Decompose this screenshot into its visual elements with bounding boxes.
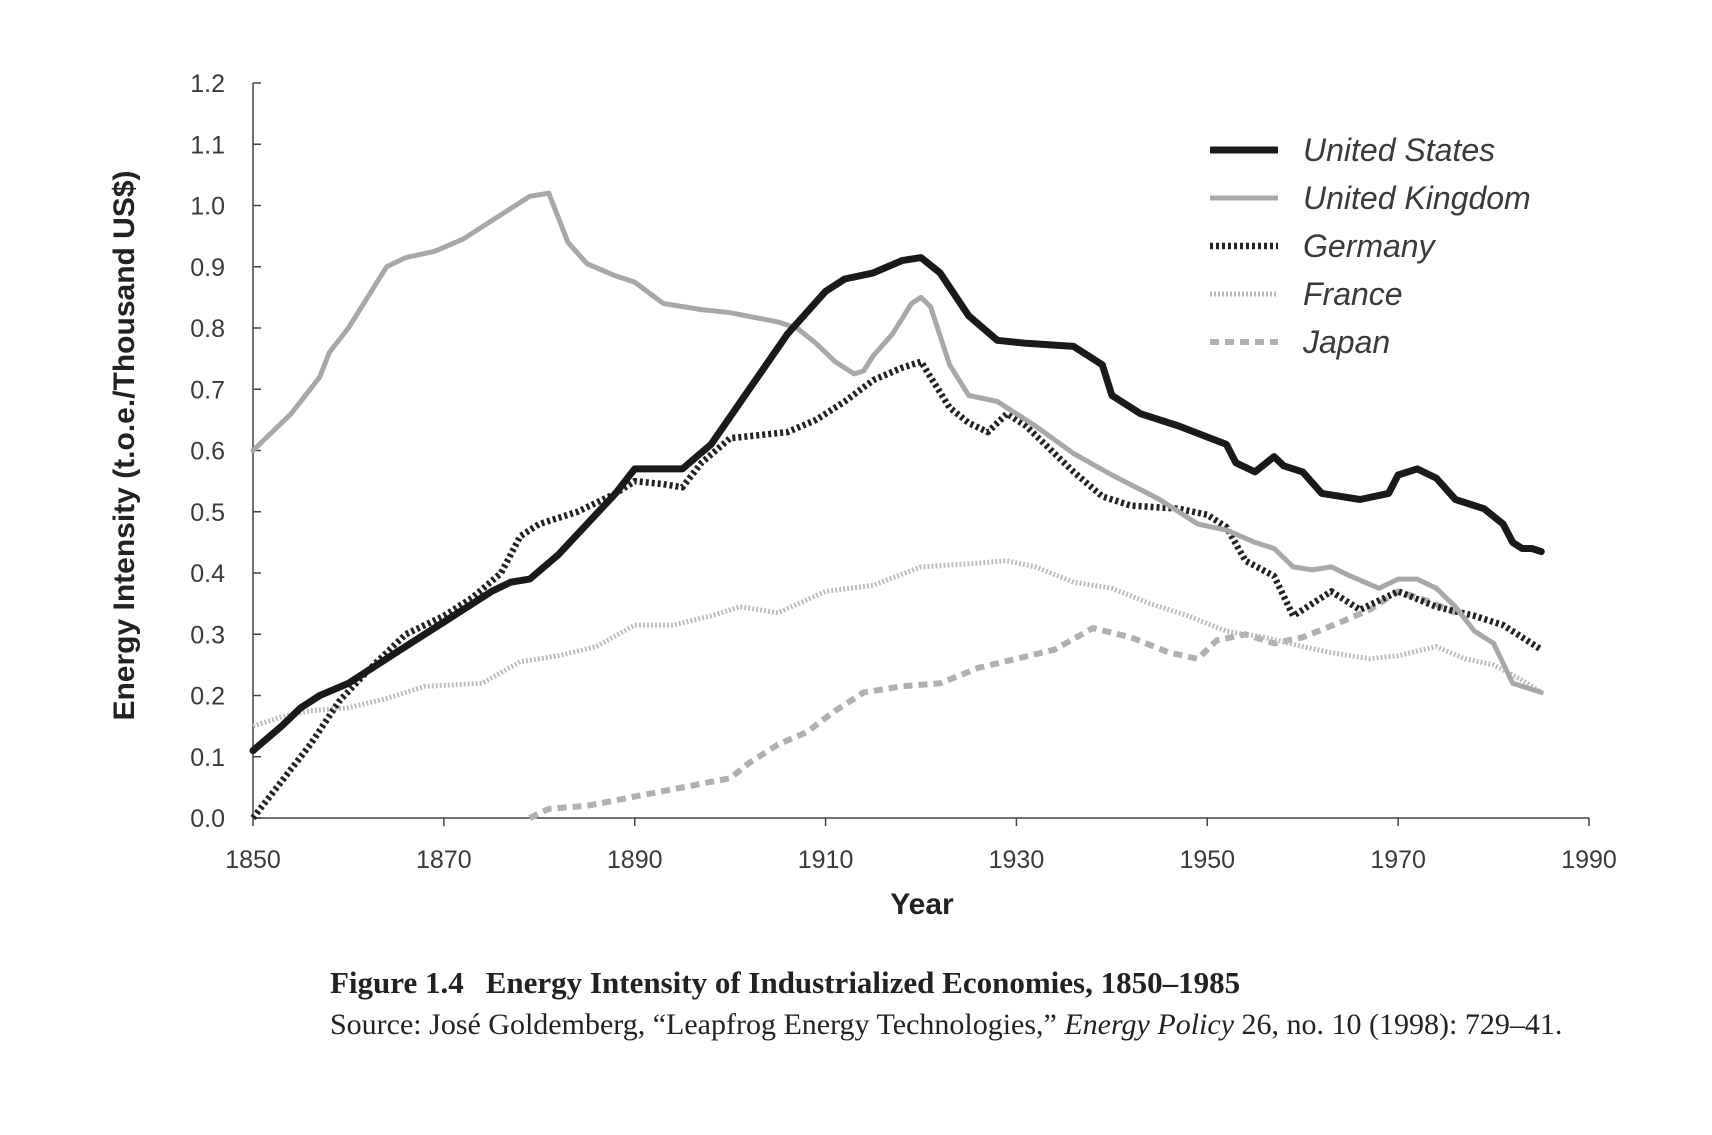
x-tick-label: 1890 xyxy=(607,846,663,874)
y-tick-label: 0.8 xyxy=(190,315,225,343)
y-tick-label: 1.0 xyxy=(190,193,225,221)
series-line-united-states xyxy=(249,254,1545,755)
y-tick-label: 0.4 xyxy=(190,560,225,588)
y-tick-label: 1.2 xyxy=(190,70,225,98)
y-tick-label: 0.0 xyxy=(190,805,225,833)
legend-label-united-kingdom: United Kingdom xyxy=(1303,180,1531,216)
source-suffix: 26, no. 10 (1998): 729–41. xyxy=(1234,1008,1563,1041)
x-tick-label: 1950 xyxy=(1179,846,1235,874)
figure-caption: Figure 1.4 Energy Intensity of Industrial… xyxy=(330,962,1660,1046)
series-line-france xyxy=(252,558,1543,729)
figure-title: Energy Intensity of Industrialized Econo… xyxy=(485,965,1241,1000)
y-tick-label: 0.2 xyxy=(190,683,225,711)
y-tick-label: 0.9 xyxy=(190,254,225,282)
y-tick-label: 0.1 xyxy=(190,744,225,772)
x-tick-label: 1970 xyxy=(1370,846,1426,874)
source-journal: Energy Policy xyxy=(1064,1008,1235,1041)
y-tick-label: 0.3 xyxy=(190,621,225,649)
caption-title-line: Figure 1.4 Energy Intensity of Industrial… xyxy=(330,962,1660,1004)
figure-label: Figure 1.4 xyxy=(330,965,464,1000)
caption-source: Source: José Goldemberg, “Leapfrog Energ… xyxy=(330,1004,1660,1046)
x-tick-label: 1990 xyxy=(1561,846,1617,874)
legend-label-japan: Japan xyxy=(1302,324,1390,360)
x-axis-title: Year xyxy=(890,888,954,921)
x-tick-label: 1910 xyxy=(798,846,854,874)
legend-label-united-states: United States xyxy=(1303,132,1495,168)
x-tick-label: 1850 xyxy=(225,846,281,874)
y-tick-label: 1.1 xyxy=(190,131,225,159)
y-tick-label: 0.6 xyxy=(190,438,225,466)
legend: United States United Kingdom Germany France… xyxy=(1210,132,1531,360)
y-tick-label: 0.7 xyxy=(190,376,225,404)
x-tick-label: 1930 xyxy=(989,846,1045,874)
x-tick-label: 1870 xyxy=(416,846,472,874)
series-line-germany xyxy=(250,358,1544,820)
y-tick-label: 0.5 xyxy=(190,499,225,527)
y-axis-title: Energy Intensity (t.o.e./Thousand US$) xyxy=(108,170,141,720)
series-line-united-kingdom xyxy=(250,190,1544,695)
legend-label-germany: Germany xyxy=(1303,228,1437,264)
series-line-japan xyxy=(528,588,1457,821)
legend-label-france: France xyxy=(1303,276,1403,312)
series-lines xyxy=(249,190,1545,821)
source-prefix: Source: José Goldemberg, “Leapfrog Energ… xyxy=(330,1008,1065,1041)
axes: 0.0 0.1 0.2 0.3 0.4 0.5 0.6 0.7 0.8 0.9 1.0 1.1 1.2 1… xyxy=(108,70,1617,921)
